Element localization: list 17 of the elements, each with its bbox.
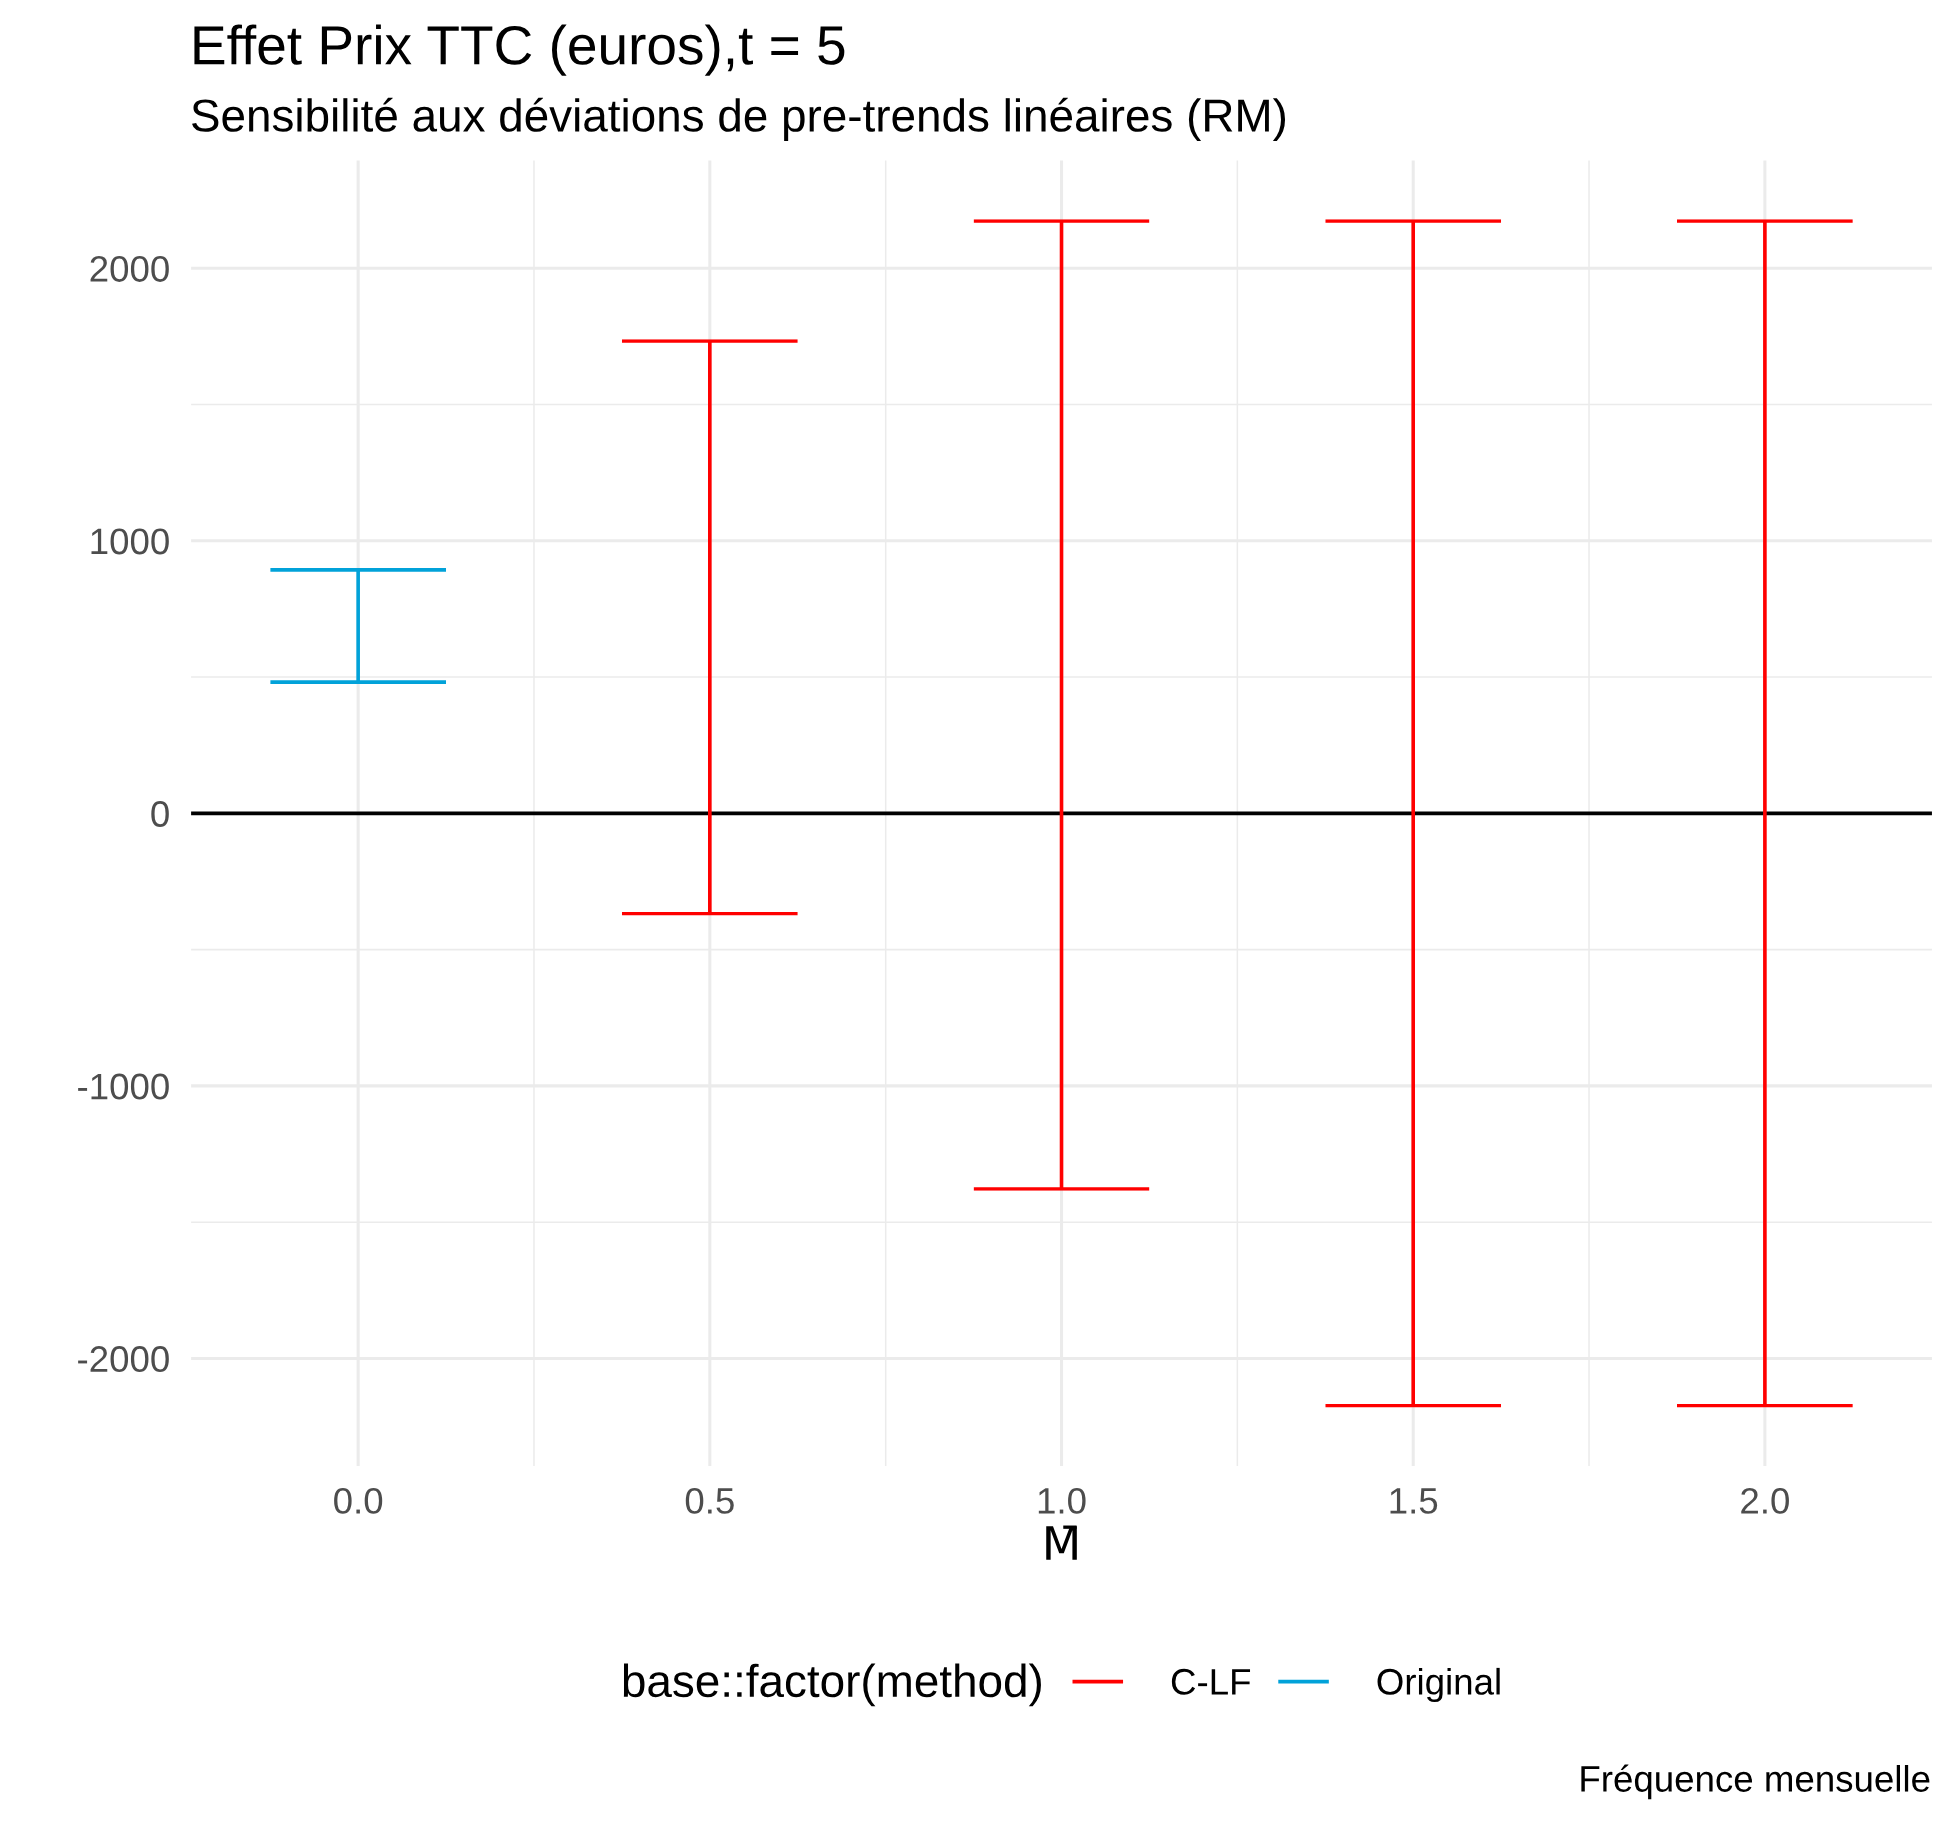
x-tick-label: 0.5: [685, 1487, 734, 1514]
y-tick-label: -2000: [78, 1346, 169, 1373]
text: Fréquence mensuelle: [1581, 1764, 1930, 1800]
y-tick-label: 0: [151, 801, 169, 827]
x-axis-title: M̄: [1046, 1525, 1077, 1560]
x-tick-label: 0.0: [334, 1487, 383, 1514]
x-tick-label: 1.0: [1038, 1487, 1086, 1514]
y-tick-label: 2000: [90, 255, 169, 282]
legend-label: Original: [1377, 1667, 1500, 1703]
x-tick-label: 2.0: [1741, 1487, 1789, 1514]
chart-subtitle: Sensibilité aux déviations de pre-trends linéaires (RM): [192, 97, 1286, 141]
legend-title: base::factor(method): [623, 1663, 1041, 1707]
y-tick-label: 1000: [91, 528, 169, 555]
y-tick-label: -1000: [78, 1073, 169, 1100]
chart-title: Effet Prix TTC (euros),t = 5: [194, 24, 845, 76]
x-tick-label: 1.5: [1390, 1488, 1438, 1514]
legend-label: C-LF: [1171, 1668, 1251, 1695]
